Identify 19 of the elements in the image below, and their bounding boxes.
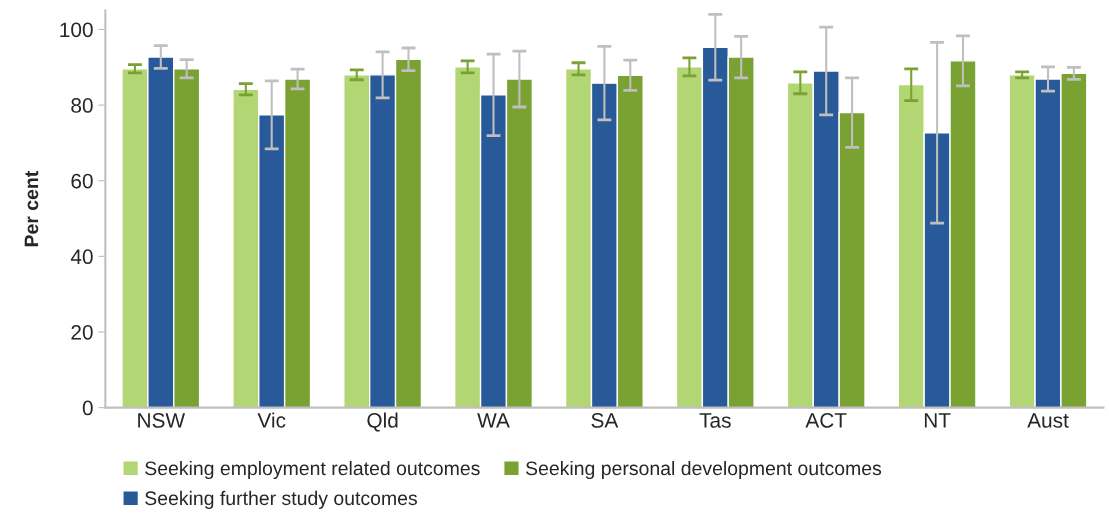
legend-label: Seeking further study outcomes <box>145 490 417 509</box>
x-tick-label: NSW <box>138 413 186 428</box>
x-tick-label: NT <box>924 413 951 428</box>
y-tick-label: 40 <box>70 249 93 265</box>
x-tick-label: ACT <box>805 413 847 428</box>
y-tick-label: 0 <box>82 400 93 416</box>
y-tick-label: 20 <box>71 324 93 340</box>
y-tick-label: 60 <box>71 173 93 189</box>
y-tick-label: 80 <box>71 98 93 113</box>
legend-label: Seeking employment related outcomes <box>145 460 480 480</box>
y-tick-label: 100 <box>60 22 93 38</box>
x-tick-label: SA <box>591 413 619 428</box>
x-tick-label: WA <box>477 413 510 428</box>
x-tick-label: Aust <box>1027 413 1069 428</box>
x-tick-label: Qld <box>367 412 398 432</box>
x-tick-label: Vic <box>257 412 286 428</box>
y-axis-title: Per cent <box>24 170 39 247</box>
x-tick-label: Tas <box>699 413 731 428</box>
legend-label: Seeking personal development outcomes <box>525 460 882 480</box>
